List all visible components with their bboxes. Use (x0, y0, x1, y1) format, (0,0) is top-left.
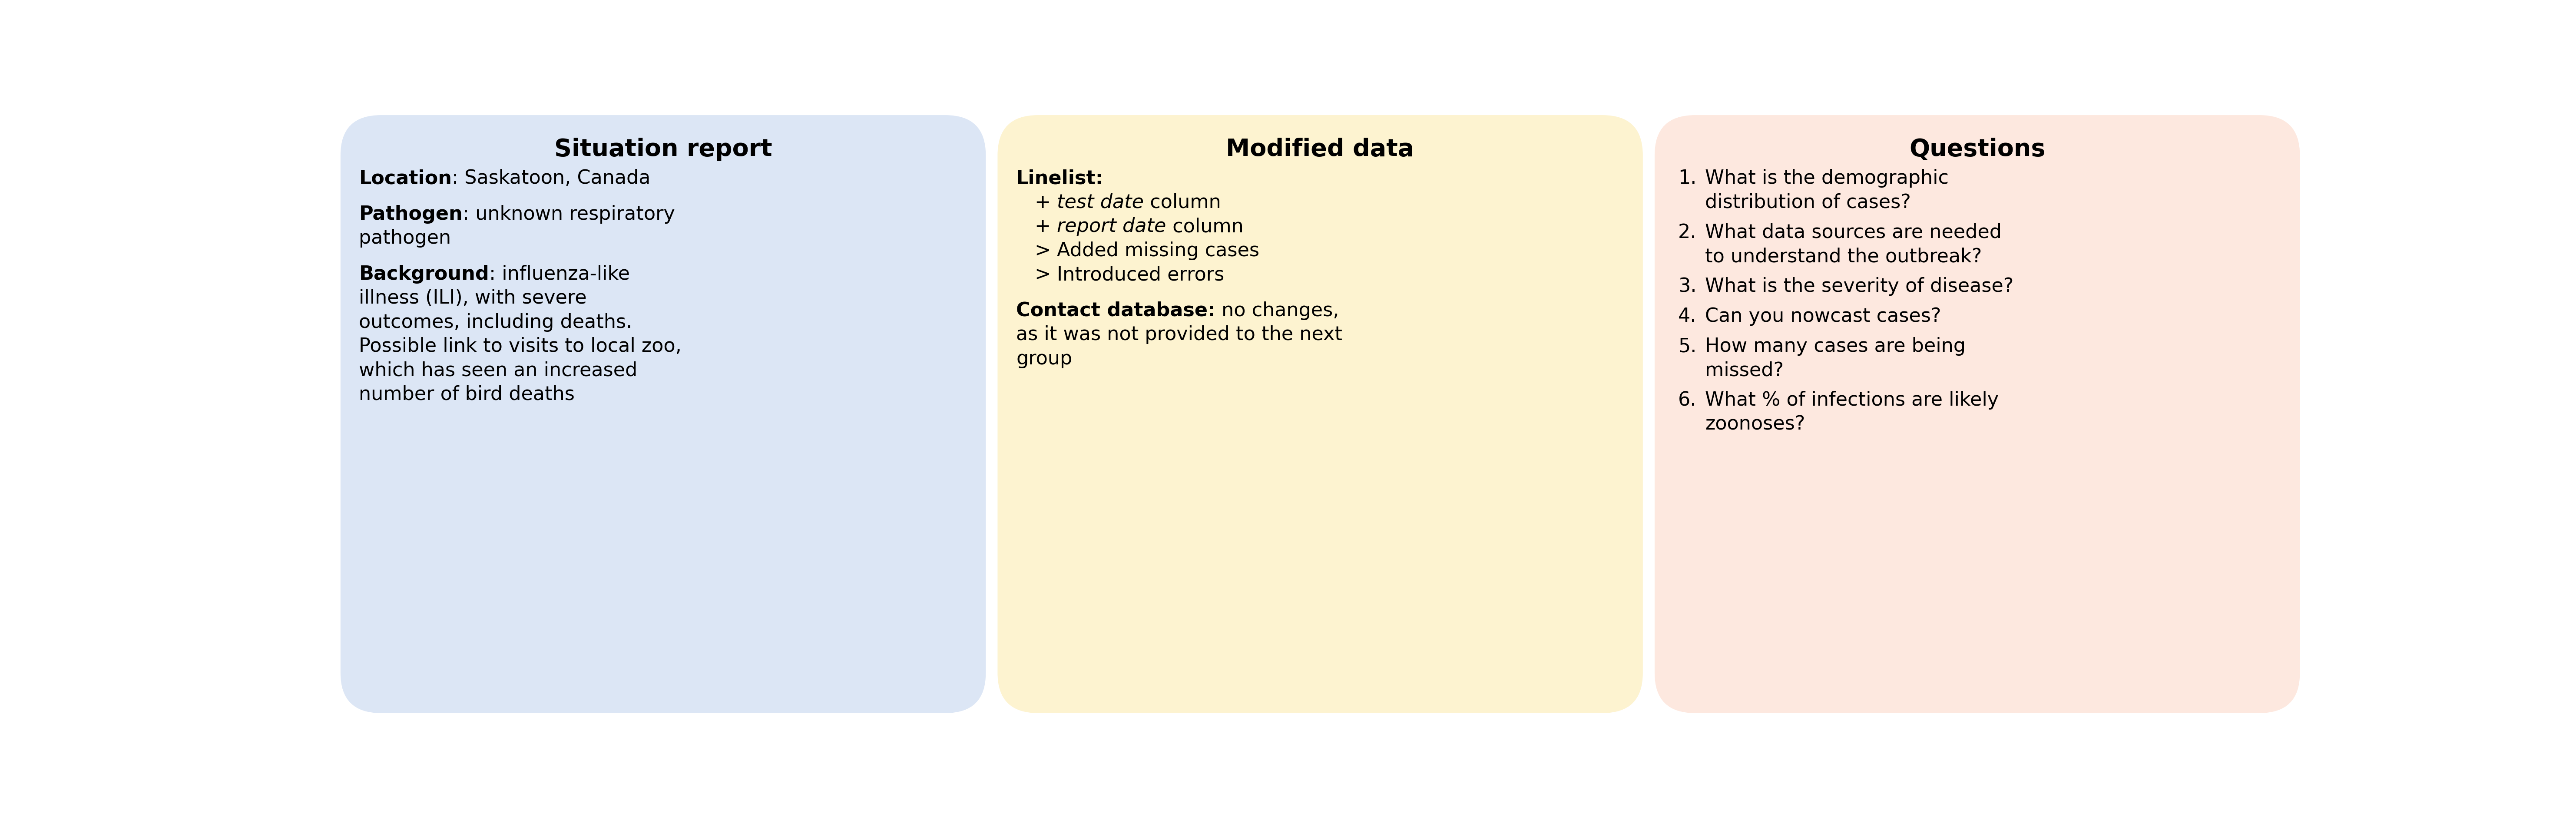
Text: How many cases are being: How many cases are being (1705, 337, 1965, 356)
Text: group: group (1015, 349, 1072, 368)
Text: What is the demographic: What is the demographic (1705, 169, 1950, 188)
Text: Added missing cases: Added missing cases (1056, 241, 1260, 260)
Text: column: column (1144, 194, 1221, 212)
Text: outcomes, including deaths.: outcomes, including deaths. (358, 313, 631, 331)
FancyBboxPatch shape (997, 115, 1643, 713)
Text: 5.: 5. (1677, 337, 1698, 356)
Text: zoonoses?: zoonoses? (1705, 415, 1806, 434)
Text: pathogen: pathogen (358, 229, 451, 248)
Text: report date: report date (1056, 217, 1167, 236)
Text: >: > (1036, 241, 1056, 260)
Text: Can you nowcast cases?: Can you nowcast cases? (1705, 308, 1942, 326)
Text: +: + (1036, 217, 1056, 236)
Text: : influenza-like: : influenza-like (489, 265, 631, 284)
Text: which has seen an increased: which has seen an increased (358, 361, 639, 380)
Text: no changes,: no changes, (1216, 301, 1340, 320)
Text: Questions: Questions (1909, 138, 2045, 162)
Text: What % of infections are likely: What % of infections are likely (1705, 391, 1999, 410)
Text: number of bird deaths: number of bird deaths (358, 385, 574, 404)
Text: Linelist:: Linelist: (1015, 169, 1103, 188)
Text: test date: test date (1056, 194, 1144, 212)
Text: Introduced errors: Introduced errors (1056, 266, 1224, 285)
Text: 4.: 4. (1677, 308, 1698, 326)
Text: illness (ILI), with severe: illness (ILI), with severe (358, 289, 587, 308)
Text: Situation report: Situation report (554, 138, 773, 162)
FancyBboxPatch shape (340, 115, 987, 713)
Text: +: + (1036, 194, 1056, 212)
Text: Possible link to visits to local zoo,: Possible link to visits to local zoo, (358, 337, 683, 356)
Text: column: column (1167, 217, 1244, 236)
Text: What data sources are needed: What data sources are needed (1705, 223, 2002, 242)
Text: Contact database:: Contact database: (1015, 301, 1216, 320)
Text: as it was not provided to the next: as it was not provided to the next (1015, 326, 1342, 344)
Text: Pathogen: Pathogen (358, 205, 464, 224)
FancyBboxPatch shape (1654, 115, 2300, 713)
Text: : Saskatoon, Canada: : Saskatoon, Canada (451, 169, 652, 188)
Text: 3.: 3. (1677, 277, 1698, 296)
Text: Location: Location (358, 169, 451, 188)
Text: >: > (1036, 266, 1056, 285)
Text: 6.: 6. (1677, 391, 1698, 410)
Text: : unknown respiratory: : unknown respiratory (464, 205, 675, 224)
Text: missed?: missed? (1705, 361, 1783, 380)
Text: Modified data: Modified data (1226, 138, 1414, 162)
Text: to understand the outbreak?: to understand the outbreak? (1705, 248, 1981, 266)
Text: Background: Background (358, 265, 489, 284)
Text: What is the severity of disease?: What is the severity of disease? (1705, 277, 2014, 296)
Text: 1.: 1. (1677, 169, 1698, 188)
Text: distribution of cases?: distribution of cases? (1705, 194, 1911, 212)
Text: 2.: 2. (1677, 223, 1698, 242)
